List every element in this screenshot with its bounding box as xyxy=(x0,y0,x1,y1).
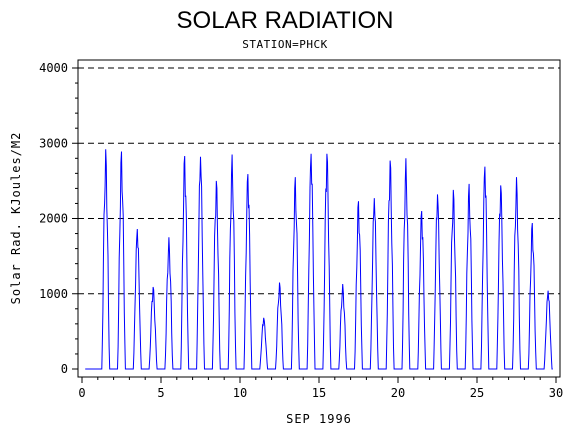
y-axis-label: Solar Rad. KJoules/M2 xyxy=(9,132,23,305)
x-tick-label: 5 xyxy=(157,386,164,400)
chart-title: SOLAR RADIATION xyxy=(177,7,394,34)
y-tick-label: 4000 xyxy=(39,61,68,75)
y-tick-label: 2000 xyxy=(39,212,68,226)
x-tick-label: 30 xyxy=(549,386,563,400)
series-layer xyxy=(85,149,553,370)
axes: 0 1000 2000 3000 4000 0 5 10 15 20 25 30 xyxy=(39,61,563,400)
x-axis-label: SEP 1996 xyxy=(286,412,352,426)
series-line xyxy=(85,149,553,370)
y-tick-label: 0 xyxy=(61,362,68,376)
x-tick-label: 25 xyxy=(470,386,484,400)
x-tick-label: 10 xyxy=(233,386,247,400)
y-tick-label: 3000 xyxy=(39,136,68,150)
x-tick-label: 20 xyxy=(391,386,405,400)
gridlines xyxy=(78,67,560,295)
chart-subtitle: STATION=PHCK xyxy=(242,38,327,51)
x-tick-label: 0 xyxy=(78,386,85,400)
x-tick-label: 15 xyxy=(312,386,326,400)
y-tick-label: 1000 xyxy=(39,287,68,301)
